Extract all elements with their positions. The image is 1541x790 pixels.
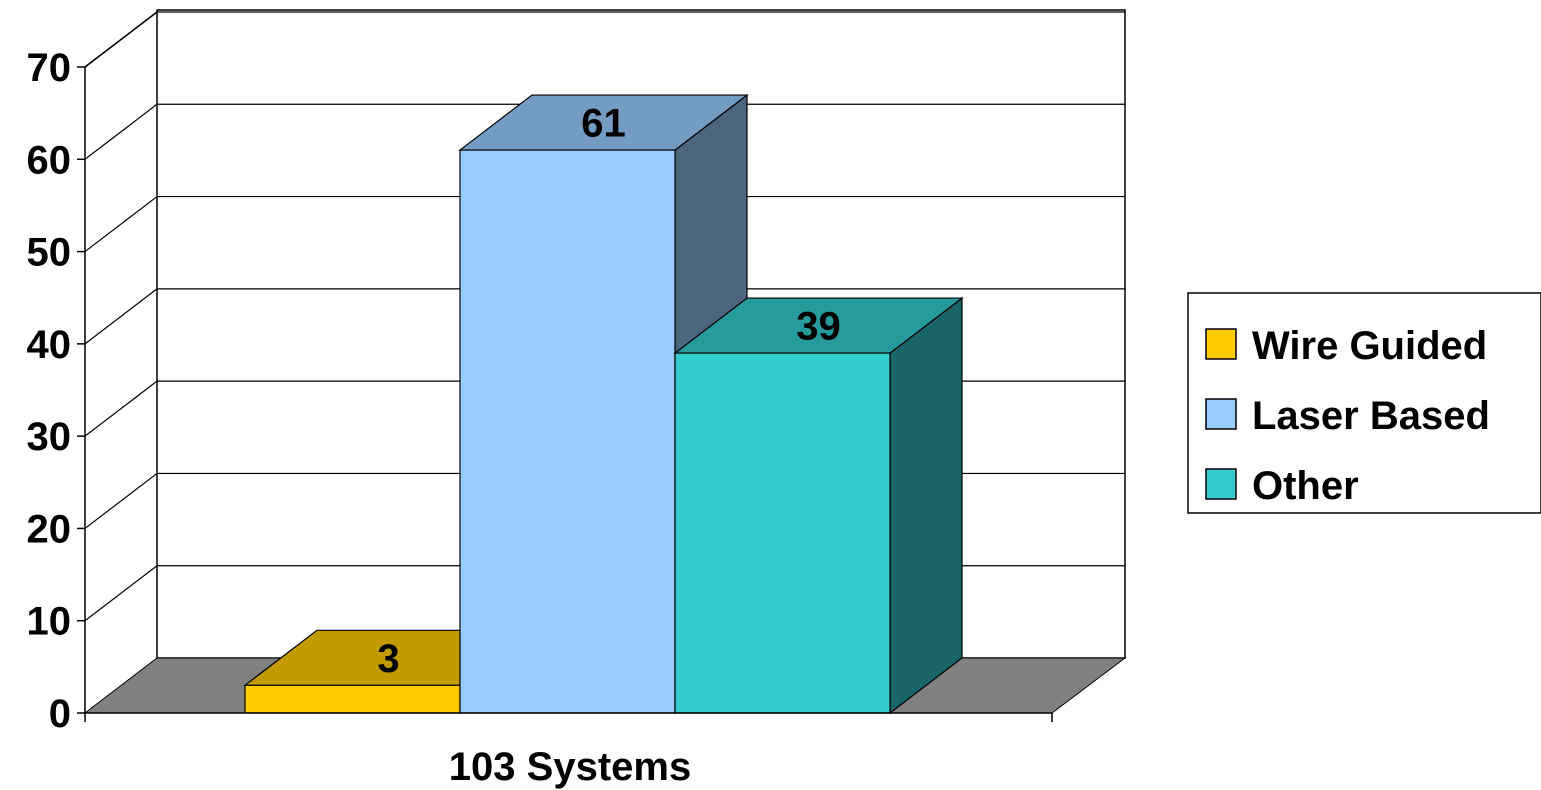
y-tick-label: 70 [27, 46, 72, 90]
gridline-side [84, 196, 158, 253]
gridline-side [84, 288, 158, 345]
bar-side-face [889, 296, 963, 715]
gridline-side [84, 103, 158, 160]
data-label: 3 [377, 637, 399, 681]
bars [243, 93, 964, 715]
legend-swatch [1205, 398, 1237, 430]
y-tick-label: 40 [27, 323, 72, 367]
bar-front-face [674, 352, 891, 714]
legend-label: Wire Guided [1252, 324, 1487, 368]
bar-front-face [244, 684, 461, 714]
bar-front-face [459, 149, 676, 714]
gridline-side [84, 472, 158, 529]
legend-swatch [1205, 328, 1237, 360]
y-tick-label: 0 [49, 692, 71, 736]
gridline-side [84, 11, 158, 68]
y-tick-label: 30 [27, 415, 72, 459]
bar-other [673, 296, 964, 715]
data-labels: 3 61 39 [377, 102, 840, 681]
data-label: 61 [581, 102, 626, 146]
legend-label: Other [1252, 464, 1359, 508]
y-axis: 0 10 20 30 40 50 60 70 [27, 46, 86, 736]
legend-swatch [1205, 468, 1237, 500]
y-tick-label: 50 [27, 231, 72, 275]
data-label: 39 [796, 305, 841, 349]
legend-label: Laser Based [1252, 394, 1490, 438]
legend: Wire Guided Laser Based Other [1187, 292, 1541, 514]
gridline-side [84, 380, 158, 437]
legend-box [1187, 292, 1541, 514]
y-tick-label: 10 [27, 600, 72, 644]
gridline-side [84, 565, 158, 622]
y-tick-label: 60 [27, 138, 72, 182]
y-tick-label: 20 [27, 507, 72, 551]
category-label: 103 Systems [449, 745, 691, 789]
